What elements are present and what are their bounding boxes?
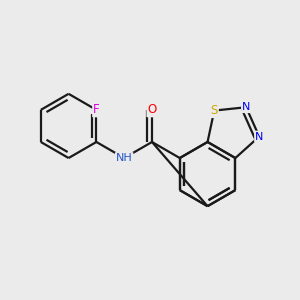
Text: N: N [255, 131, 263, 142]
Text: S: S [211, 104, 218, 117]
Text: NH: NH [116, 153, 133, 163]
Text: N: N [242, 102, 250, 112]
Text: O: O [147, 103, 157, 116]
Text: F: F [93, 103, 100, 116]
